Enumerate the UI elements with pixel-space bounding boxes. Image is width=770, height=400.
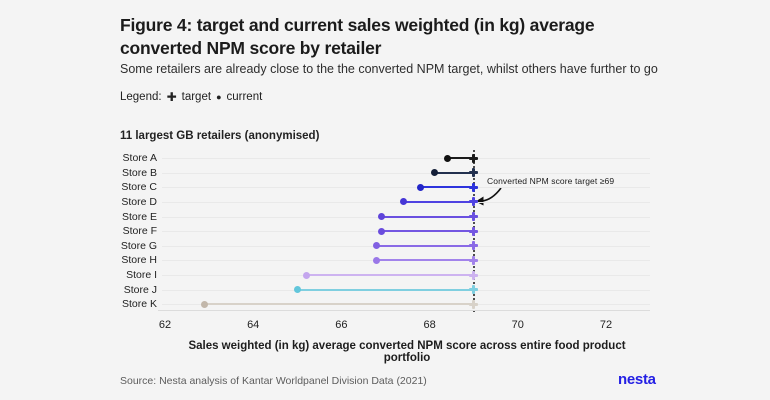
row-gridline — [162, 172, 650, 174]
legend-current-label: current — [226, 91, 263, 103]
store-label: Store D — [121, 195, 157, 208]
x-axis-line — [158, 310, 650, 311]
target-plus-marker — [469, 299, 479, 309]
dumbbell-line — [420, 186, 474, 189]
plus-horizontal-bar — [469, 229, 479, 233]
dumbbell-line — [381, 230, 474, 233]
store-label: Store K — [121, 298, 157, 311]
current-dot — [373, 256, 381, 264]
store-label: Store A — [122, 152, 157, 164]
current-dot — [430, 169, 438, 177]
target-plus-marker — [469, 270, 479, 280]
target-plus-marker — [469, 197, 479, 207]
plus-horizontal-bar — [469, 258, 479, 262]
plus-horizontal-bar — [469, 171, 479, 175]
target-plus-marker — [469, 241, 479, 251]
target-plus-marker — [469, 182, 479, 192]
dumbbell-line — [297, 288, 474, 291]
target-plus-marker — [469, 255, 479, 265]
store-label: Store C — [121, 181, 157, 194]
plus-horizontal-bar — [469, 215, 479, 218]
x-tick-label: 68 — [423, 319, 436, 331]
plus-horizontal-bar — [469, 156, 479, 160]
current-dot — [201, 300, 209, 308]
plus-horizontal-bar — [469, 288, 479, 292]
current-dot — [443, 154, 451, 162]
figure-subtitle: Some retailers are already close to the … — [120, 62, 658, 76]
current-dot — [377, 213, 385, 220]
target-plus-marker — [469, 212, 479, 221]
legend: Legend: ✚ target ● current — [120, 91, 262, 103]
store-label: Store I — [126, 269, 157, 281]
x-tick-label: 62 — [158, 319, 172, 331]
annotation-arrow-icon — [475, 187, 502, 206]
current-dot-icon: ● — [216, 91, 222, 102]
x-axis-title: Sales weighted (in kg) average converted… — [188, 340, 626, 364]
store-label: Store E — [121, 210, 157, 223]
target-plus-icon: ✚ — [166, 90, 177, 104]
current-dot — [399, 198, 407, 206]
dumbbell-line — [376, 244, 474, 247]
plus-horizontal-bar — [469, 273, 479, 277]
legend-target-label: target — [181, 91, 212, 103]
dumbbell-line — [204, 303, 474, 306]
nesta-logo: nesta — [618, 371, 656, 388]
dumbbell-line — [434, 171, 474, 174]
store-label: Store F — [122, 225, 157, 238]
x-tick-label: 64 — [247, 319, 260, 331]
dumbbell-line — [381, 215, 474, 218]
target-plus-marker — [469, 168, 479, 178]
plus-horizontal-bar — [469, 200, 479, 204]
current-dot — [293, 286, 301, 294]
plus-horizontal-bar — [469, 244, 479, 248]
legend-label: Legend: — [120, 91, 162, 103]
figure-title: Figure 4: target and current sales weigh… — [120, 15, 595, 59]
plus-horizontal-bar — [469, 302, 479, 306]
source-note: Source: Nesta analysis of Kantar Worldpa… — [120, 375, 427, 387]
dumbbell-line — [447, 157, 474, 159]
target-plus-marker — [469, 285, 479, 295]
x-tick-label: 66 — [335, 319, 348, 331]
current-dot — [302, 271, 310, 279]
store-label: Store G — [120, 239, 157, 252]
store-label: Store J — [123, 283, 157, 296]
target-plus-marker — [469, 153, 479, 163]
current-dot — [417, 183, 425, 191]
dumbbell-line — [376, 259, 474, 262]
x-tick-label: 72 — [599, 319, 613, 331]
x-tick-label: 70 — [511, 319, 524, 331]
target-annotation: Converted NPM score target ≥69 — [487, 176, 615, 186]
current-dot — [377, 227, 385, 235]
store-label: Store B — [121, 166, 157, 179]
dumbbell-line — [403, 200, 474, 203]
dumbbell-line — [306, 274, 474, 276]
plus-horizontal-bar — [469, 185, 479, 189]
store-label: Store H — [121, 254, 157, 267]
target-plus-marker — [469, 226, 479, 236]
row-gridline — [162, 158, 650, 159]
row-gridline — [162, 187, 650, 189]
chart-title: 11 largest GB retailers (anonymised) — [120, 130, 320, 142]
current-dot — [373, 242, 381, 250]
